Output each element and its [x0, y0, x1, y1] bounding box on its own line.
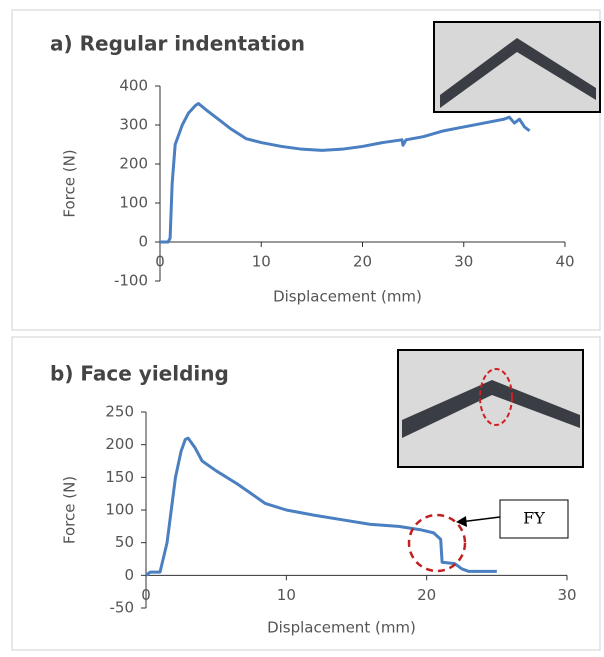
x-tick-label: 30: [454, 253, 473, 271]
chart-title: a) Regular indentation: [50, 32, 305, 56]
y-tick-label: 400: [119, 77, 148, 95]
x-tick-label: 40: [555, 253, 574, 271]
x-tick-label: 20: [353, 253, 372, 271]
y-tick-label: 100: [105, 501, 134, 519]
chart-title: b) Face yielding: [50, 362, 229, 386]
annotation-arrow: [459, 516, 501, 523]
data-line: [160, 102, 531, 244]
x-tick-label: 0: [141, 586, 151, 604]
arrowhead: [456, 516, 467, 527]
y-tick-label: 100: [119, 194, 148, 212]
x-tick-label: 10: [252, 253, 271, 271]
x-tick-label: 30: [557, 586, 576, 604]
photo-a: [433, 21, 601, 113]
panel-b: [11, 336, 601, 651]
y-tick-label: 200: [105, 435, 134, 453]
y-tick-label: 200: [119, 155, 148, 173]
annotation-box: [499, 499, 569, 539]
annotation-text: FY: [523, 509, 545, 528]
photo-b: [397, 349, 584, 468]
panel-a: [11, 9, 601, 331]
y-tick-label: -50: [110, 599, 135, 617]
x-tick-label: 20: [417, 586, 436, 604]
y-tick-label: -100: [114, 272, 148, 290]
y-tick-label: 50: [115, 533, 134, 551]
y-axis-label: Force (N): [61, 149, 79, 217]
y-tick-label: 0: [124, 566, 134, 584]
annotation-circle: [407, 513, 467, 573]
x-axis-label: Displacement (mm): [273, 288, 422, 306]
x-tick-label: 0: [155, 253, 165, 271]
y-tick-label: 150: [105, 468, 134, 486]
x-tick-label: 10: [277, 586, 296, 604]
y-tick-label: 0: [138, 233, 148, 251]
x-axis-label: Displacement (mm): [267, 619, 416, 637]
y-axis-label: Force (N): [61, 476, 79, 544]
y-tick-label: 250: [105, 403, 134, 421]
y-tick-label: 300: [119, 116, 148, 134]
data-line: [145, 436, 497, 577]
